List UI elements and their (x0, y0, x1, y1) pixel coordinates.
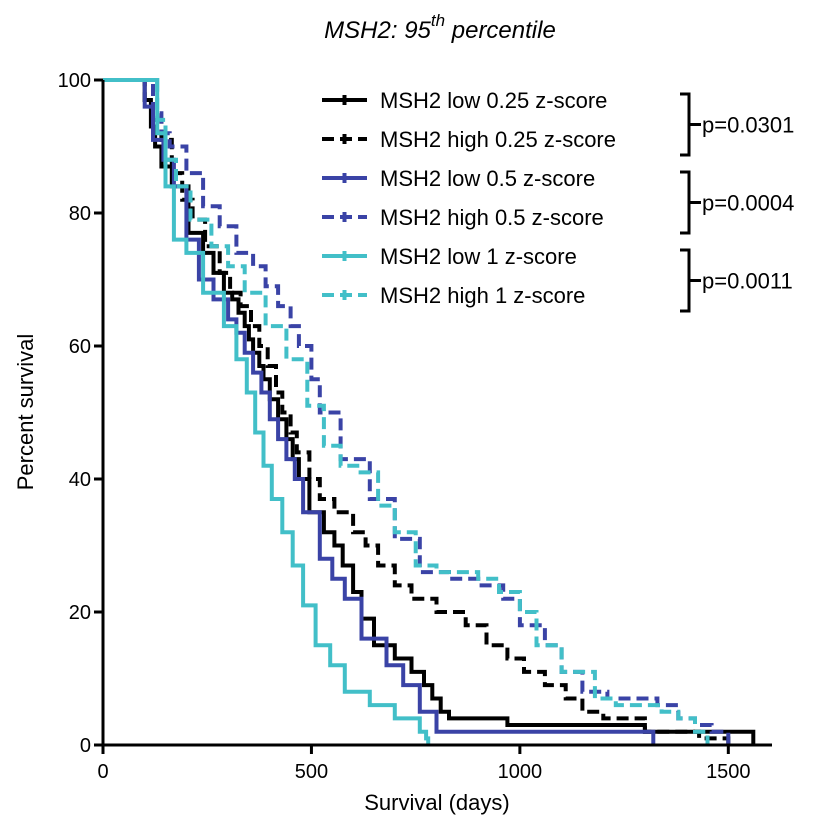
legend: MSH2 low 0.25 z-score MSH2 high 0.25 z-sc… (322, 88, 794, 313)
p-value-bracket-1 (680, 170, 701, 235)
legend-label-4: MSH2 low 1 z-score (380, 244, 577, 269)
y-tick-label-4: 80 (69, 203, 91, 225)
series-layer (103, 78, 756, 745)
y-tick-label-0: 0 (80, 735, 91, 757)
chart-title: MSH2: 95th percentile (324, 11, 556, 44)
y-tick-label-3: 60 (69, 336, 91, 358)
series-line-4 (103, 78, 431, 745)
p-value-bracket-2 (680, 248, 701, 313)
y-tick-label-2: 40 (69, 469, 91, 491)
x-tick-label-3: 1500 (706, 761, 751, 783)
tick-layer: 0 500 1000 1500 0 20 40 60 80 100 (58, 70, 751, 783)
p-value-label-2: p=0.0011 (702, 269, 793, 294)
y-tick-label-5: 100 (58, 70, 91, 92)
legend-label-1: MSH2 high 0.25 z-score (380, 127, 616, 152)
chart-title-superscript: th (431, 11, 445, 30)
x-tick-label-0: 0 (97, 761, 108, 783)
legend-label-0: MSH2 low 0.25 z-score (380, 88, 607, 113)
x-axis-label: Survival (days) (364, 790, 509, 815)
series-line-5 (103, 78, 710, 745)
legend-label-3: MSH2 high 0.5 z-score (380, 205, 604, 230)
p-value-label-1: p=0.0004 (702, 191, 794, 216)
legend-label-5: MSH2 high 1 z-score (380, 283, 585, 308)
p-value-bracket-0 (680, 92, 701, 157)
chart-title-suffix: percentile (445, 17, 556, 44)
legend-label-2: MSH2 low 0.5 z-score (380, 166, 595, 191)
x-tick-label-1: 500 (295, 761, 328, 783)
series-line-1 (103, 78, 731, 745)
y-tick-label-1: 20 (69, 602, 91, 624)
y-axis-label: Percent survival (13, 334, 38, 491)
chart-title-prefix: MSH2: 95 (324, 17, 431, 44)
p-value-label-0: p=0.0301 (702, 113, 794, 138)
series-line-0 (103, 78, 756, 745)
x-tick-label-2: 1000 (498, 761, 543, 783)
